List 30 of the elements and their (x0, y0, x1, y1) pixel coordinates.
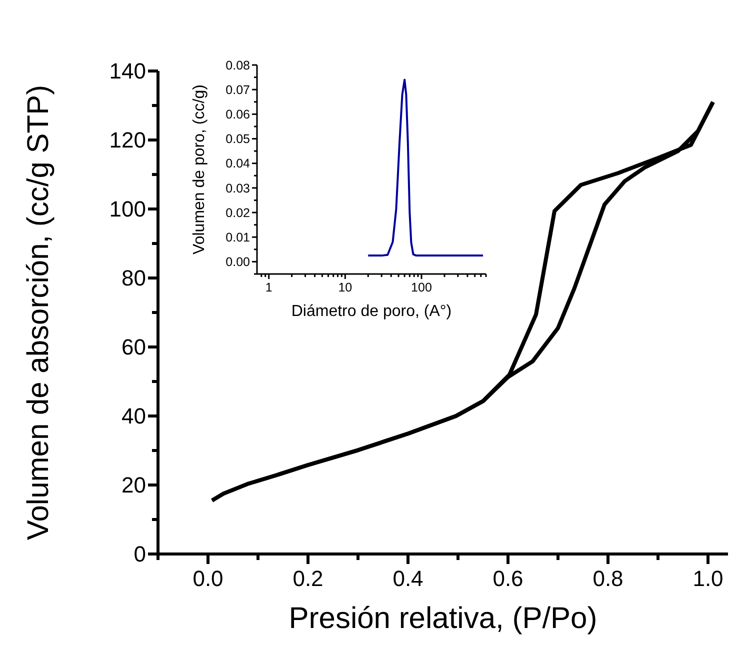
y-tick-label: 80 (122, 266, 146, 291)
y-tick-label: 0.03 (226, 181, 250, 196)
y-tick-label: 140 (109, 58, 146, 84)
y-tick-label: 60 (122, 334, 146, 360)
y-tick-label: 0.02 (226, 206, 250, 220)
x-tick-label: 0.2 (292, 566, 324, 591)
y-tick-label: 20 (122, 472, 146, 498)
x-axis-title: Presión relativa, (P/Po) (288, 602, 598, 635)
x-tick-label: 0.4 (392, 566, 424, 591)
y-tick-label: 0 (134, 542, 146, 567)
y-tick-label: 0.04 (226, 156, 250, 171)
y-tick-label: 0.08 (226, 58, 250, 72)
x-tick-label: 1 (265, 280, 272, 294)
y-axis-title: Volumen de absorción, (cc/g STP) (22, 84, 55, 540)
y-tick-label: 0.01 (226, 230, 250, 244)
x-axis-title: Diámetro de poro, (A°) (291, 303, 452, 320)
y-axis-title: Volumen de poro, (cc/g) (191, 84, 208, 254)
y-tick-label: 0.06 (226, 108, 250, 122)
x-tick-label: 10 (338, 280, 352, 294)
x-tick-label: 1.0 (692, 566, 724, 591)
y-tick-label: 100 (109, 196, 146, 222)
y-tick-label: 0.07 (226, 82, 250, 97)
x-tick-label: 0.6 (492, 566, 524, 591)
x-tick-label: 100 (411, 280, 432, 294)
x-tick-label: 0.8 (592, 566, 624, 591)
y-tick-label: 0.05 (226, 132, 250, 146)
y-tick-label: 0.00 (226, 255, 250, 270)
x-tick-label: 0.0 (192, 566, 224, 591)
y-tick-label: 120 (109, 128, 146, 153)
y-tick-label: 40 (122, 404, 146, 429)
